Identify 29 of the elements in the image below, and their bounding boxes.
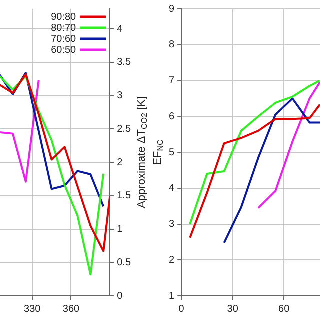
y-tick-label: 1 — [169, 290, 175, 302]
y-tick-label: 5 — [169, 147, 175, 158]
y2-tick-label: 2.5 — [117, 124, 132, 135]
x-tick-label: 30 — [227, 304, 239, 315]
legend-label: 60:50 — [51, 44, 77, 56]
x-tick-label: 0 — [178, 304, 185, 315]
y-axis-title: EFNC — [152, 139, 166, 166]
y2-axis-title: Approximate ΔTCO2 [K] — [136, 96, 150, 208]
y-tick-label: 6 — [169, 111, 175, 122]
y2-tick-label: 2 — [117, 157, 124, 168]
y2-tick-label: 3 — [117, 90, 124, 102]
x-tick-label: 330 — [24, 304, 42, 315]
x-tick-label: 60 — [278, 304, 290, 315]
y-tick-label: 3 — [169, 219, 175, 230]
legend-label: 80:70 — [51, 22, 77, 34]
x-tick-label: 360 — [62, 304, 80, 315]
legend-label: 90:80 — [51, 12, 77, 23]
y2-tick-label: 4 — [117, 24, 124, 35]
y-tick-label: 2 — [169, 254, 175, 266]
y-tick-label: 4 — [169, 183, 175, 194]
legend-label: 70:60 — [51, 34, 77, 45]
y2-tick-label: 0.5 — [117, 257, 132, 268]
y-tick-label: 7 — [169, 76, 175, 86]
y-tick-label: 9 — [169, 4, 175, 15]
y2-tick-label: 3.5 — [117, 57, 132, 68]
y2-tick-label: 0 — [117, 290, 124, 302]
y-tick-label: 8 — [169, 40, 175, 51]
y2-tick-label: 1 — [117, 224, 124, 236]
y2-tick-label: 1.5 — [117, 190, 132, 202]
